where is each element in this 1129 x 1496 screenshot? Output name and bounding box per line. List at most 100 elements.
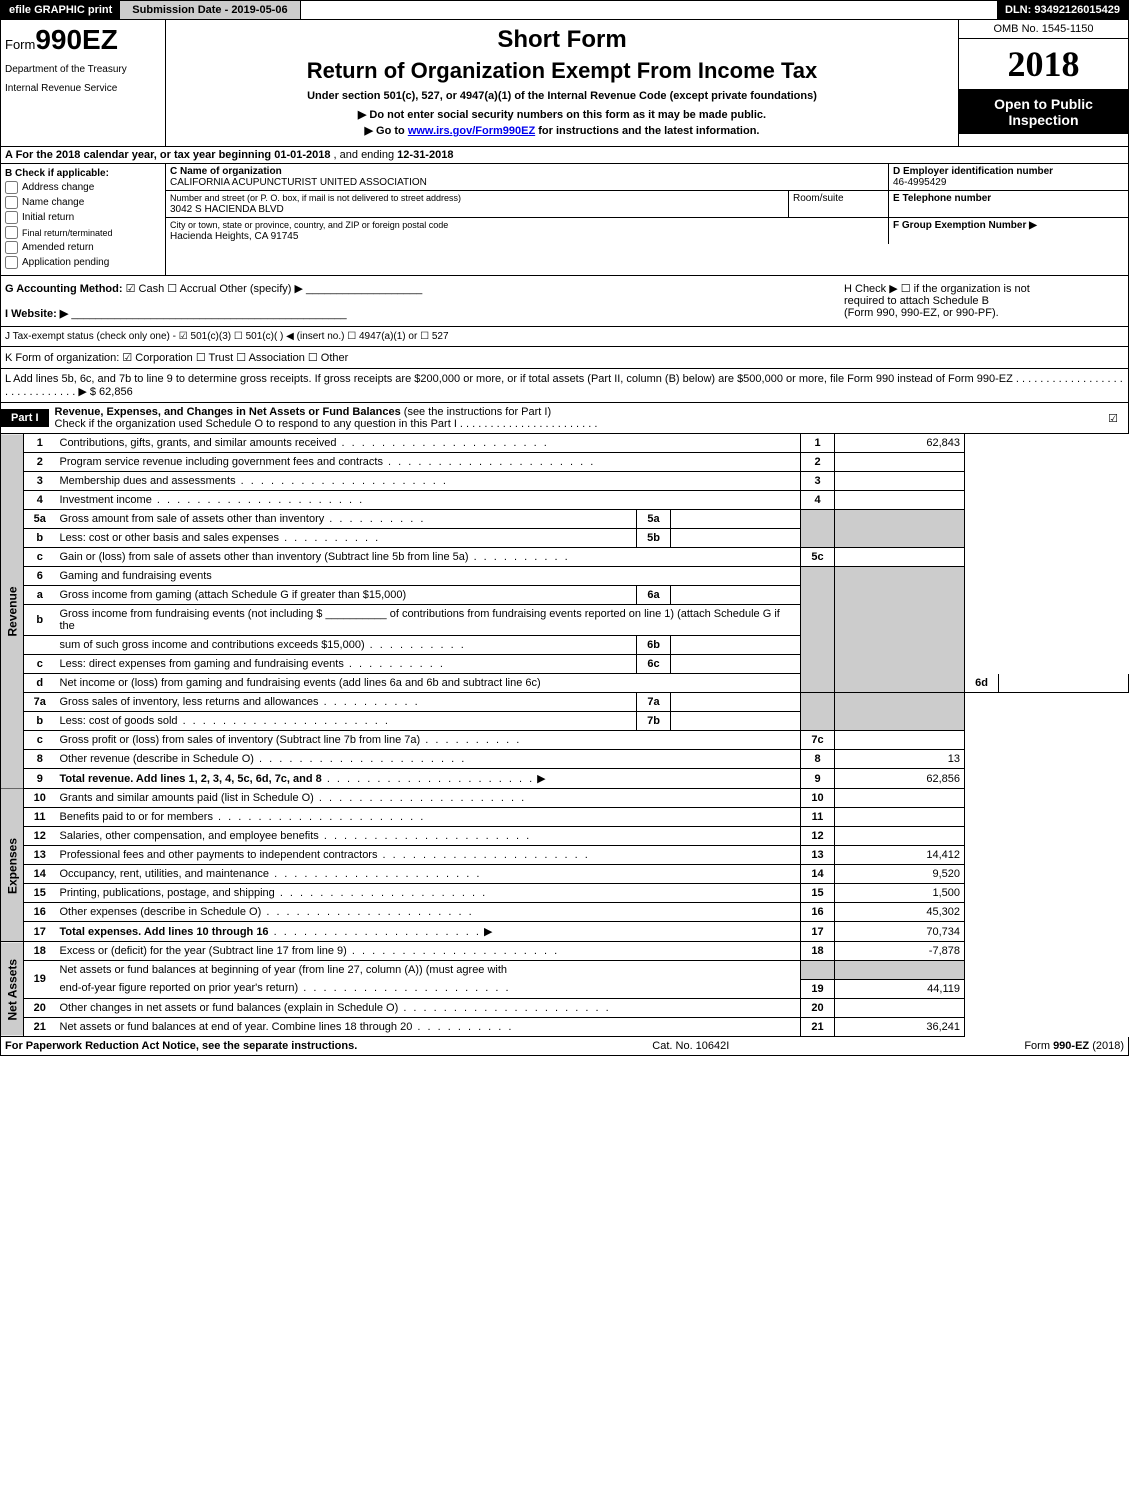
table-row: 7a Gross sales of inventory, less return… bbox=[1, 693, 1129, 712]
city-cell: City or town, state or province, country… bbox=[166, 218, 888, 244]
efile-print-button[interactable]: efile GRAPHIC print bbox=[1, 1, 120, 19]
city-value: Hacienda Heights, CA 91745 bbox=[170, 231, 298, 242]
line-3-value bbox=[835, 472, 965, 491]
part-1-check-line: Check if the organization used Schedule … bbox=[55, 418, 598, 430]
room-suite-cell: Room/suite bbox=[788, 191, 888, 217]
section-c-container: C Name of organization CALIFORNIA ACUPUN… bbox=[166, 164, 1128, 275]
paperwork-notice: For Paperwork Reduction Act Notice, see … bbox=[5, 1040, 357, 1052]
net-assets-side-label: Net Assets bbox=[1, 942, 24, 1037]
table-row: Expenses 10 Grants and similar amounts p… bbox=[1, 789, 1129, 808]
line-15-value: 1,500 bbox=[835, 884, 965, 903]
table-row: 9 Total revenue. Add lines 1, 2, 3, 4, 5… bbox=[1, 769, 1129, 789]
table-row: 19 Net assets or fund balances at beginn… bbox=[1, 961, 1129, 980]
table-row: 5a Gross amount from sale of assets othe… bbox=[1, 510, 1129, 529]
line-20-value bbox=[835, 998, 965, 1017]
address-cell: Number and street (or P. O. box, if mail… bbox=[166, 191, 788, 217]
submission-date: Submission Date - 2019-05-06 bbox=[120, 1, 300, 19]
lines-table: Revenue 1 Contributions, gifts, grants, … bbox=[0, 434, 1129, 1037]
address-change-checkbox[interactable] bbox=[5, 181, 18, 194]
irs: Internal Revenue Service bbox=[5, 83, 161, 94]
table-row: 17 Total expenses. Add lines 10 through … bbox=[1, 922, 1129, 942]
top-bar: efile GRAPHIC print Submission Date - 20… bbox=[0, 0, 1129, 20]
part-1-header: Part I Revenue, Expenses, and Changes in… bbox=[0, 403, 1129, 434]
application-pending-checkbox[interactable] bbox=[5, 256, 18, 269]
line-6d-value bbox=[999, 674, 1129, 693]
line-13-value: 14,412 bbox=[835, 846, 965, 865]
table-row: c Gross profit or (loss) from sales of i… bbox=[1, 731, 1129, 750]
name-change-label: Name change bbox=[22, 197, 84, 208]
irs-link[interactable]: www.irs.gov/Form990EZ bbox=[408, 125, 535, 137]
right-header: OMB No. 1545-1150 2018 Open to Public In… bbox=[958, 20, 1128, 146]
part-1-label: Part I bbox=[1, 409, 49, 427]
line-10-value bbox=[835, 789, 965, 808]
bcdef-row: B Check if applicable: Address change Na… bbox=[0, 164, 1129, 276]
short-form-title: Short Form bbox=[172, 26, 952, 54]
initial-return-label: Initial return bbox=[22, 212, 74, 223]
open-to-public: Open to Public Inspection bbox=[959, 90, 1128, 134]
form-number-cell: Form990EZ Department of the Treasury Int… bbox=[1, 20, 166, 146]
line-11-value bbox=[835, 808, 965, 827]
form-header: Form990EZ Department of the Treasury Int… bbox=[0, 20, 1129, 147]
section-a: A For the 2018 calendar year, or tax yea… bbox=[0, 147, 1129, 164]
final-return-label: Final return/terminated bbox=[22, 228, 113, 238]
under-section: Under section 501(c), 527, or 4947(a)(1)… bbox=[172, 90, 952, 102]
return-title: Return of Organization Exempt From Incom… bbox=[172, 58, 952, 84]
table-row: end-of-year figure reported on prior yea… bbox=[1, 979, 1129, 998]
line-16-value: 45,302 bbox=[835, 903, 965, 922]
table-row: 14 Occupancy, rent, utilities, and maint… bbox=[1, 865, 1129, 884]
org-name-cell: C Name of organization CALIFORNIA ACUPUN… bbox=[166, 164, 888, 190]
line-2-value bbox=[835, 453, 965, 472]
section-j: J Tax-exempt status (check only one) - ☑… bbox=[0, 327, 1129, 347]
line-9-value: 62,856 bbox=[835, 769, 965, 789]
line-21-value: 36,241 bbox=[835, 1017, 965, 1036]
table-row: 4 Investment income 4 bbox=[1, 491, 1129, 510]
table-row: 15 Printing, publications, postage, and … bbox=[1, 884, 1129, 903]
form-prefix: Form bbox=[5, 37, 35, 52]
table-row: 21 Net assets or fund balances at end of… bbox=[1, 1017, 1129, 1036]
tax-year: 2018 bbox=[959, 39, 1128, 90]
section-b: B Check if applicable: Address change Na… bbox=[1, 164, 166, 275]
table-row: 6 Gaming and fundraising events bbox=[1, 567, 1129, 586]
section-h: H Check ▶ ☐ if the organization is not r… bbox=[844, 282, 1124, 320]
form-number: 990EZ bbox=[35, 24, 118, 55]
application-pending-label: Application pending bbox=[22, 257, 109, 268]
section-e: E Telephone number bbox=[888, 191, 1128, 217]
line-17-value: 70,734 bbox=[835, 922, 965, 942]
expenses-side-label: Expenses bbox=[1, 789, 24, 942]
address-change-label: Address change bbox=[22, 182, 94, 193]
amended-return-checkbox[interactable] bbox=[5, 241, 18, 254]
section-i-label: I Website: ▶ bbox=[5, 308, 68, 320]
table-row: 11 Benefits paid to or for members 11 bbox=[1, 808, 1129, 827]
amended-return-label: Amended return bbox=[22, 242, 94, 253]
no-ssn-line: ▶ Do not enter social security numbers o… bbox=[172, 108, 952, 121]
line-14-value: 9,520 bbox=[835, 865, 965, 884]
part-1-checkbox[interactable]: ☑ bbox=[1098, 412, 1128, 425]
line-5c-value bbox=[835, 548, 965, 567]
line-8-value: 13 bbox=[835, 750, 965, 769]
footer: For Paperwork Reduction Act Notice, see … bbox=[0, 1037, 1129, 1056]
part-1-title: Revenue, Expenses, and Changes in Net As… bbox=[49, 403, 1098, 433]
revenue-side-label: Revenue bbox=[1, 434, 24, 789]
table-row: 8 Other revenue (describe in Schedule O)… bbox=[1, 750, 1129, 769]
org-name: CALIFORNIA ACUPUNCTURIST UNITED ASSOCIAT… bbox=[170, 177, 427, 188]
table-row: 12 Salaries, other compensation, and emp… bbox=[1, 827, 1129, 846]
goto-line: ▶ Go to www.irs.gov/Form990EZ for instru… bbox=[172, 124, 952, 137]
line-1-value: 62,843 bbox=[835, 434, 965, 453]
initial-return-checkbox[interactable] bbox=[5, 211, 18, 224]
dln: DLN: 93492126015429 bbox=[997, 1, 1128, 19]
name-change-checkbox[interactable] bbox=[5, 196, 18, 209]
table-row: 20 Other changes in net assets or fund b… bbox=[1, 998, 1129, 1017]
dept-treasury: Department of the Treasury bbox=[5, 64, 161, 75]
line-4-value bbox=[835, 491, 965, 510]
final-return-checkbox[interactable] bbox=[5, 226, 18, 239]
table-row: 13 Professional fees and other payments … bbox=[1, 846, 1129, 865]
form-ref: Form 990-EZ (2018) bbox=[1024, 1040, 1124, 1052]
gh-row: G Accounting Method: ☑ Cash ☐ Accrual Ot… bbox=[0, 276, 1129, 327]
line-12-value bbox=[835, 827, 965, 846]
table-row: Net Assets 18 Excess or (deficit) for th… bbox=[1, 942, 1129, 961]
table-row: Revenue 1 Contributions, gifts, grants, … bbox=[1, 434, 1129, 453]
line-7c-value bbox=[835, 731, 965, 750]
table-row: 3 Membership dues and assessments 3 bbox=[1, 472, 1129, 491]
section-g: G Accounting Method: ☑ Cash ☐ Accrual Ot… bbox=[5, 282, 844, 320]
section-k: K Form of organization: ☑ Corporation ☐ … bbox=[0, 347, 1129, 369]
